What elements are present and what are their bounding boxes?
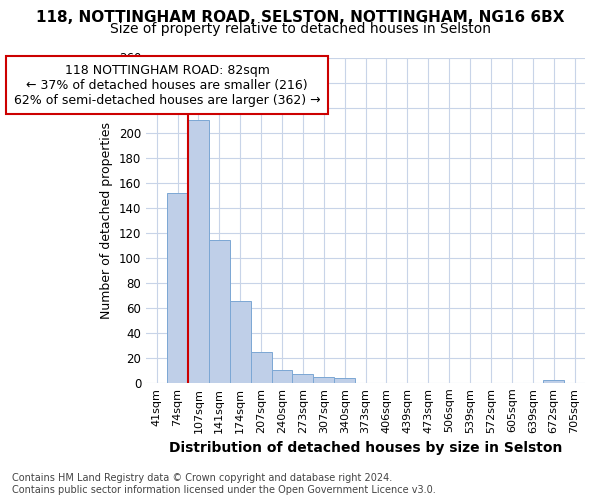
Bar (230, 302, 251, 383)
Text: Contains HM Land Registry data © Crown copyright and database right 2024.
Contai: Contains HM Land Registry data © Crown c… (12, 474, 436, 495)
Y-axis label: Number of detached properties: Number of detached properties (100, 122, 113, 318)
Bar (272, 370, 292, 383)
Bar (188, 120, 209, 383)
Text: 118 NOTTINGHAM ROAD: 82sqm
← 37% of detached houses are smaller (216)
62% of sem: 118 NOTTINGHAM ROAD: 82sqm ← 37% of deta… (14, 64, 320, 107)
Bar (334, 378, 355, 383)
Text: Size of property relative to detached houses in Selston: Size of property relative to detached ho… (110, 22, 491, 36)
Bar (292, 374, 313, 383)
Bar (209, 240, 230, 383)
X-axis label: Distribution of detached houses by size in Selston: Distribution of detached houses by size … (169, 441, 562, 455)
Bar (313, 376, 334, 383)
Text: 118, NOTTINGHAM ROAD, SELSTON, NOTTINGHAM, NG16 6BX: 118, NOTTINGHAM ROAD, SELSTON, NOTTINGHA… (36, 10, 564, 25)
Bar (167, 192, 188, 383)
Bar (251, 352, 272, 383)
Bar (543, 380, 564, 383)
